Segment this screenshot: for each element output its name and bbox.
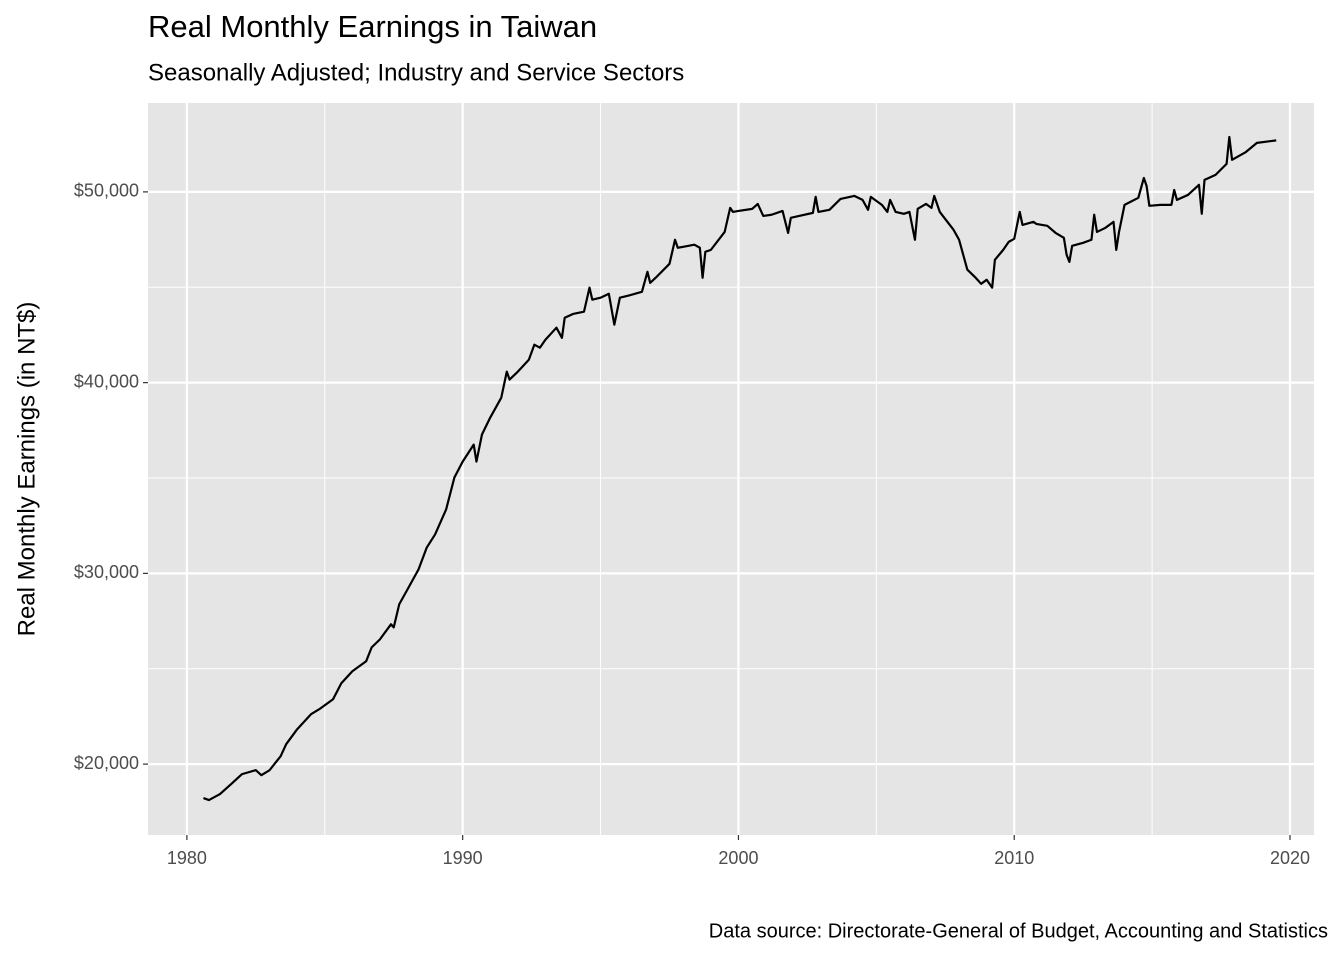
data-line: [203, 135, 1277, 802]
x-tick-label: 2020: [1270, 848, 1310, 868]
y-tick-label: $40,000: [74, 371, 139, 391]
x-tick-label: 2010: [994, 848, 1034, 868]
x-tick-label: 2000: [718, 848, 758, 868]
chart-subtitle: Seasonally Adjusted; Industry and Servic…: [148, 59, 684, 86]
chart-title: Real Monthly Earnings in Taiwan: [148, 9, 597, 44]
x-tick-label: 1980: [167, 848, 207, 868]
panel-background: [148, 103, 1314, 835]
caption: Data source: Directorate-General of Budg…: [709, 920, 1328, 942]
y-axis-label: Real Monthly Earnings (in NT$): [13, 302, 40, 637]
y-tick-label: $30,000: [74, 562, 139, 582]
x-tick-label: 1990: [443, 848, 483, 868]
y-tick-label: $20,000: [74, 753, 139, 773]
y-tick-label: $50,000: [74, 181, 139, 201]
